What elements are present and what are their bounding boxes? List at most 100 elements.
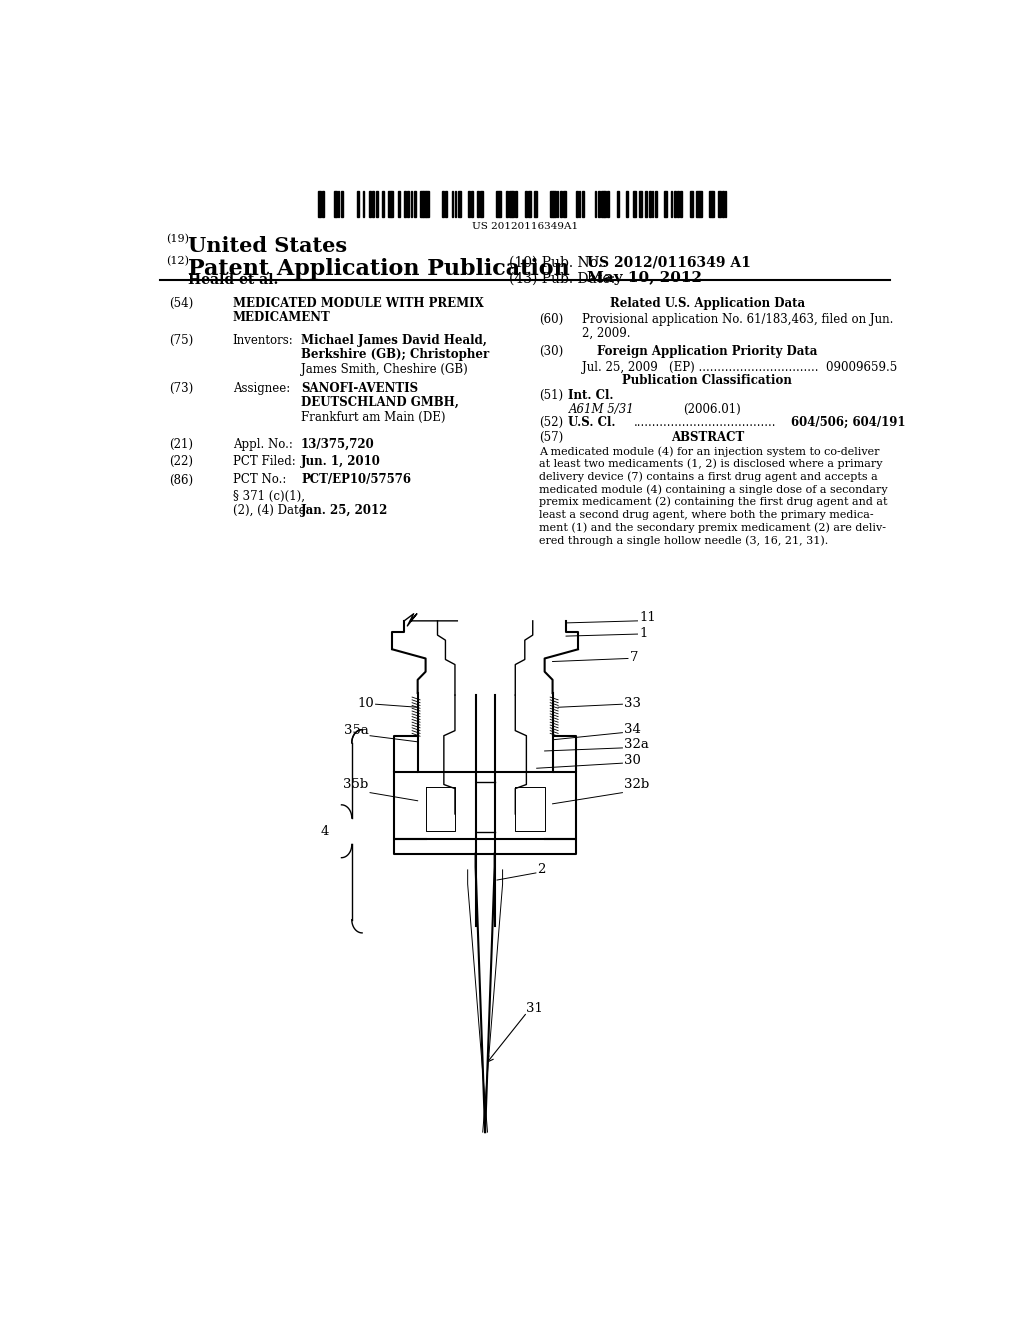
Text: § 371 (c)(1),: § 371 (c)(1), xyxy=(232,490,305,503)
Bar xyxy=(442,191,444,218)
Bar xyxy=(362,191,365,218)
Bar xyxy=(582,191,584,218)
Bar xyxy=(725,191,726,218)
Bar xyxy=(696,191,699,218)
Text: least a second drug agent, where both the primary medica-: least a second drug agent, where both th… xyxy=(539,510,873,520)
Bar xyxy=(391,191,393,218)
Text: (60): (60) xyxy=(539,313,563,326)
Text: Berkshire (GB); Christopher: Berkshire (GB); Christopher xyxy=(301,348,489,362)
Bar xyxy=(607,191,609,218)
Bar xyxy=(414,191,416,218)
Bar xyxy=(509,191,512,218)
Text: (73): (73) xyxy=(169,381,194,395)
Text: Inventors:: Inventors: xyxy=(232,334,294,347)
Text: (54): (54) xyxy=(169,297,194,310)
Bar xyxy=(575,191,579,218)
Text: 10: 10 xyxy=(357,697,374,710)
Text: United States: United States xyxy=(187,236,347,256)
Text: Jan. 25, 2012: Jan. 25, 2012 xyxy=(301,504,388,517)
Text: 31: 31 xyxy=(526,1002,543,1015)
Text: (43) Pub. Date:: (43) Pub. Date: xyxy=(509,271,615,285)
Text: 30: 30 xyxy=(624,754,641,767)
Bar xyxy=(512,191,514,218)
Bar xyxy=(423,191,426,218)
Bar xyxy=(677,191,679,218)
Bar xyxy=(524,191,526,218)
Text: (10) Pub. No.:: (10) Pub. No.: xyxy=(509,256,606,271)
Bar xyxy=(477,191,478,218)
Bar xyxy=(598,191,600,218)
Text: Assignee:: Assignee: xyxy=(232,381,290,395)
Text: ment (1) and the secondary premix medicament (2) are deliv-: ment (1) and the secondary premix medica… xyxy=(539,523,886,533)
Text: Int. Cl.: Int. Cl. xyxy=(568,389,614,403)
Bar xyxy=(382,191,384,218)
Text: (75): (75) xyxy=(169,334,194,347)
Bar xyxy=(709,191,712,218)
Bar xyxy=(557,191,558,218)
Text: 4: 4 xyxy=(321,825,329,838)
Text: 32a: 32a xyxy=(624,738,649,751)
Bar xyxy=(560,191,562,218)
Text: (19): (19) xyxy=(166,234,189,244)
Text: 35a: 35a xyxy=(344,725,369,737)
Bar xyxy=(645,191,647,218)
Text: MEDICATED MODULE WITH PREMIX: MEDICATED MODULE WITH PREMIX xyxy=(232,297,483,310)
Bar xyxy=(639,191,642,218)
Text: 32b: 32b xyxy=(624,777,649,791)
Bar xyxy=(651,191,653,218)
Bar xyxy=(699,191,701,218)
Bar xyxy=(370,191,372,218)
Text: PCT No.:: PCT No.: xyxy=(232,474,286,487)
Text: 13/375,720: 13/375,720 xyxy=(301,438,375,451)
Bar xyxy=(506,191,508,218)
Text: Jul. 25, 2009   (EP) ................................  09009659.5: Jul. 25, 2009 (EP) .....................… xyxy=(582,360,897,374)
Bar xyxy=(408,191,409,218)
Text: (22): (22) xyxy=(169,455,194,469)
Bar xyxy=(595,191,596,218)
Text: 2: 2 xyxy=(538,863,546,876)
Text: U.S. Cl.: U.S. Cl. xyxy=(568,416,616,429)
Text: medicated module (4) containing a single dose of a secondary: medicated module (4) containing a single… xyxy=(539,484,888,495)
Text: (52): (52) xyxy=(539,416,563,429)
Text: (51): (51) xyxy=(539,389,563,403)
Text: premix medicament (2) containing the first drug agent and at: premix medicament (2) containing the fir… xyxy=(539,496,888,507)
Text: 35b: 35b xyxy=(343,777,369,791)
Bar xyxy=(655,191,656,218)
Bar xyxy=(404,191,406,218)
Text: PCT Filed:: PCT Filed: xyxy=(232,455,296,469)
Bar xyxy=(480,191,482,218)
Text: Michael James David Heald,: Michael James David Heald, xyxy=(301,334,486,347)
Text: (12): (12) xyxy=(166,256,189,267)
Text: DEUTSCHLAND GMBH,: DEUTSCHLAND GMBH, xyxy=(301,396,459,409)
Bar xyxy=(712,191,714,218)
Text: (57): (57) xyxy=(539,430,563,444)
Text: (2006.01): (2006.01) xyxy=(684,404,741,416)
Text: ered through a single hollow needle (3, 16, 21, 31).: ered through a single hollow needle (3, … xyxy=(539,535,828,545)
Bar xyxy=(458,191,461,218)
Text: Heald et al.: Heald et al. xyxy=(187,273,278,288)
Text: Patent Application Publication: Patent Application Publication xyxy=(187,257,569,280)
Text: Appl. No.:: Appl. No.: xyxy=(232,438,293,451)
Text: 604/506; 604/191: 604/506; 604/191 xyxy=(791,416,905,429)
Bar xyxy=(452,191,454,218)
Text: James Smith, Cheshire (GB): James Smith, Cheshire (GB) xyxy=(301,363,468,376)
Text: (30): (30) xyxy=(539,346,563,359)
Bar xyxy=(550,191,553,218)
Text: PCT/EP10/57576: PCT/EP10/57576 xyxy=(301,474,411,487)
Bar xyxy=(601,191,604,218)
Bar xyxy=(341,191,343,218)
Bar xyxy=(500,191,502,218)
Text: (2), (4) Date:: (2), (4) Date: xyxy=(232,504,309,517)
Bar xyxy=(420,191,423,218)
Text: 7: 7 xyxy=(630,651,638,664)
Text: A medicated module (4) for an injection system to co-deliver: A medicated module (4) for an injection … xyxy=(539,446,880,457)
Text: Publication Classification: Publication Classification xyxy=(623,374,793,387)
Bar xyxy=(627,191,628,218)
Bar xyxy=(471,191,473,218)
Text: (86): (86) xyxy=(169,474,194,487)
Bar xyxy=(633,191,636,218)
Bar xyxy=(665,191,667,218)
Bar xyxy=(719,191,721,218)
Bar xyxy=(411,191,413,218)
Bar xyxy=(455,191,457,218)
